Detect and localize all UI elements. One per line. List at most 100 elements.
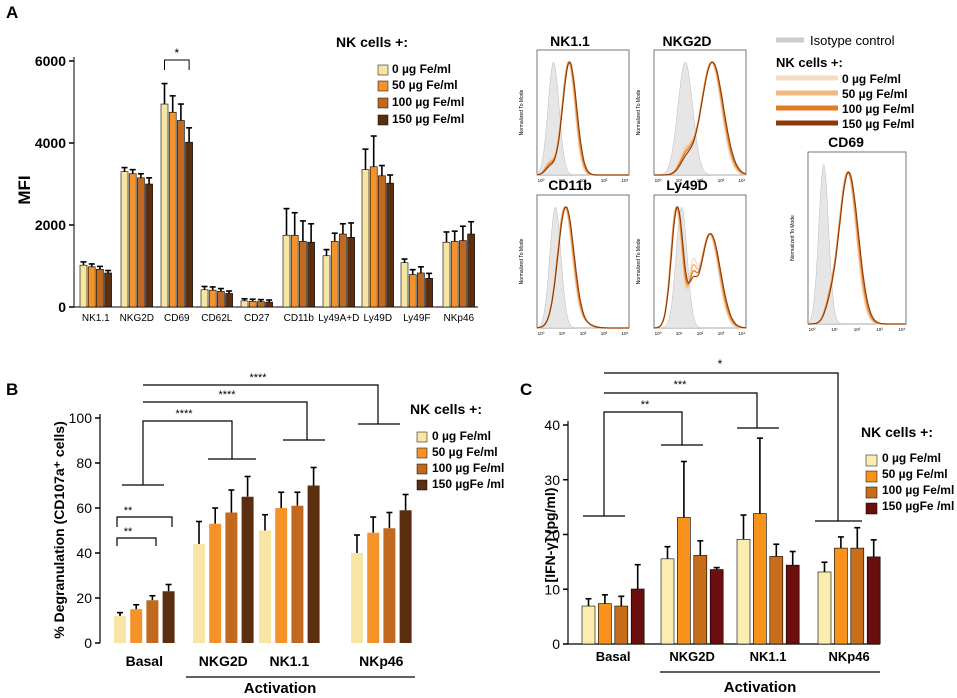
chart-b-legend-swatch [416, 447, 428, 459]
chart-a-bar [417, 272, 425, 308]
chart-a-category-label: NK1.1 [82, 313, 110, 324]
chart-b-bar [259, 530, 271, 643]
chart-a-bar [177, 120, 185, 308]
flow-isotype-curve [654, 206, 746, 329]
flow-ylabel: Normalized To Mode [636, 89, 642, 135]
flow-xtick: 10¹ [676, 178, 683, 183]
chart-a-bar [386, 182, 394, 308]
chart-b-bar [225, 512, 238, 643]
flow-xtick: 10¹ [831, 327, 838, 332]
flow-ylabel: Normalized To Mode [790, 215, 796, 261]
chart-c-sig-nk11: *** [674, 379, 688, 391]
flow-xtick: 10² [580, 178, 587, 183]
chart-a-category-label: NKG2D [120, 313, 154, 324]
chart-c-bar [769, 556, 784, 645]
flow-ylabel: Normalized To Mode [636, 238, 642, 284]
chart-c-category-label: NKp46 [829, 649, 870, 664]
chart-c-bar [630, 588, 645, 645]
flow-legend-1: 50 µg Fe/ml [842, 87, 908, 101]
chart-b-legend-2: 100 µg Fe/ml [432, 461, 504, 475]
chart-c-bracket-nk11 [604, 392, 779, 429]
chart-c-bar [660, 558, 675, 645]
chart-b-sig-nkg2d: **** [175, 408, 193, 420]
chart-c-category-label: NK1.1 [750, 649, 787, 664]
flow-xtick: 10⁴ [739, 331, 746, 336]
flow-xtick: 10⁴ [622, 331, 629, 336]
chart-c-legend-swatch [865, 470, 878, 483]
chart-c-xlabel: Activation [724, 679, 797, 696]
chart-c-bar [736, 539, 751, 645]
flow-sample-curve [654, 61, 747, 176]
chart-a-category-label: Ly49F [403, 313, 430, 324]
chart-a-category-label: CD27 [244, 313, 270, 324]
chart-b-bar [146, 600, 159, 643]
chart-b-bar [307, 485, 320, 643]
chart-a-category-label: CD11b [284, 313, 315, 324]
chart-a-bar [408, 274, 417, 308]
chart-b-legend-title: NK cells +: [410, 401, 482, 417]
chart-c: [IFN-γ] (pg/ml) Activation NK cells +: 0… [542, 357, 954, 696]
chart-a-bar [282, 234, 291, 308]
flow-ylabel: Normalized To Mode [519, 238, 525, 284]
flow-sample-curve [654, 206, 747, 329]
chart-a-bar [265, 301, 273, 308]
chart-a-bar [467, 233, 475, 308]
chart-a-bar [79, 264, 88, 308]
chart-b-legend-swatch [416, 463, 428, 475]
flow-legend-3: 150 µg Fe/ml [842, 117, 914, 131]
chart-a-ytick-label: 6000 [35, 53, 66, 69]
flow-title-nk11: NK1.1 [550, 33, 590, 49]
chart-a-bar [137, 177, 145, 308]
chart-a-legend-2: 100 µg Fe/ml [392, 95, 464, 109]
chart-b-category-label: Basal [126, 653, 163, 669]
chart-a-bar [240, 300, 249, 308]
chart-b-category-label: NKp46 [359, 653, 404, 669]
chart-c-sig-nkp46: * [718, 357, 723, 371]
flow-histograms: NK1.1 NKG2D CD11b Ly49D CD69 Isotype con… [519, 33, 914, 336]
chart-c-bar [817, 571, 832, 645]
chart-b-legend-0: 0 µg Fe/ml [432, 429, 491, 443]
flow-xtick: 10⁰ [655, 331, 662, 336]
chart-a-category-label: CD62L [201, 313, 233, 324]
chart-b-ytick-label: 0 [84, 635, 92, 651]
chart-a-legend-0: 0 µg Fe/ml [392, 62, 451, 76]
chart-a-ylabel: MFI [15, 175, 34, 204]
chart-a-bar [290, 234, 299, 308]
chart-a-bar [200, 289, 209, 308]
chart-c-bar [834, 547, 848, 645]
flow-xtick: 10⁴ [899, 327, 906, 332]
chart-b-bracket-nk11 [143, 401, 325, 441]
chart-c-ytick-label: 30 [544, 472, 560, 488]
chart-c-bracket-nkp46 [604, 372, 862, 522]
chart-a-bar [217, 291, 225, 308]
flow-xtick: 10⁰ [809, 327, 816, 332]
chart-b-bar [367, 532, 380, 643]
chart-a-bar [299, 241, 307, 308]
chart-a-bar [96, 268, 104, 308]
flow-sample-curve [536, 206, 629, 329]
chart-a: MFI NK cells +: 0 µg Fe/ml 50 µg Fe/ml 1… [15, 34, 478, 324]
chart-b-legend-swatch [416, 431, 428, 443]
chart-a-legend-swatch [377, 80, 389, 92]
chart-a-legend-1: 50 µg Fe/ml [392, 78, 458, 92]
chart-c-bar [581, 605, 596, 645]
flow-xtick: 10³ [601, 331, 608, 336]
chart-c-category-label: Basal [596, 649, 631, 664]
flow-sample-curve [808, 171, 906, 325]
chart-c-legend-swatch [865, 486, 878, 499]
flow-xtick: 10⁴ [739, 178, 746, 183]
chart-c-bar [614, 605, 629, 645]
chart-c-bar [753, 513, 767, 645]
chart-c-ylabel: [IFN-γ] (pg/ml) [542, 488, 558, 583]
chart-b-ytick-label: 20 [76, 590, 92, 606]
chart-a-category-label: Ly49A+D [318, 313, 359, 324]
chart-a-sig-label: * [174, 46, 179, 60]
chart-b: % Degranulation (CD107a⁺ cells) Activati… [51, 372, 504, 697]
chart-a-ytick-label: 2000 [35, 217, 66, 233]
chart-b-bar [275, 508, 288, 643]
chart-b-bracket-basal-100 [116, 537, 157, 546]
chart-a-legend-3: 150 µg Fe/ml [392, 112, 464, 126]
chart-b-bar [162, 591, 175, 643]
chart-c-legend-1: 50 µg Fe/ml [882, 467, 948, 481]
